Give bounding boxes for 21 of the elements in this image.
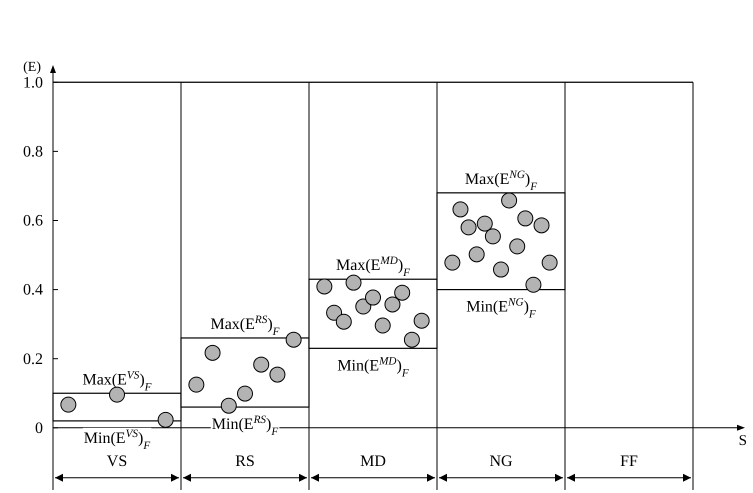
x-tick-label: NG (489, 453, 513, 470)
y-axis-title: (E) (23, 60, 42, 75)
annotation: Max(E$^{MD}$)$_{F}$ (336, 255, 410, 280)
x-tick-label: VS (106, 453, 128, 470)
x-tick-label: RS (235, 453, 255, 470)
annotation: Min(E$^{MD}$)$_{F}$ (337, 355, 409, 380)
y-tick-label: 0.6 (23, 212, 43, 230)
y-tick-label: 0.8 (23, 144, 43, 160)
annotation: Max(E$^{NG}$)$_{F}$ (464, 168, 538, 193)
annotation: Max(E$^{RS}$)$_{F}$ (210, 314, 280, 338)
y-tick-label: 0.2 (23, 350, 43, 368)
y-tick-label: 0 (35, 420, 43, 437)
y-tick-label: 0.4 (23, 282, 43, 299)
annotation: Min(E$^{VS}$)$_{F}$ (84, 428, 150, 452)
x-axis-title: S (738, 432, 747, 449)
x-tick-label: MD (360, 453, 386, 470)
x-tick-label: FF (620, 453, 638, 470)
annotation: Min(E$^{RS}$)$_{F}$ (212, 414, 278, 438)
y-tick-label: 1.0 (23, 74, 43, 92)
annotation: Min(E$^{NG}$)$_{F}$ (466, 296, 536, 321)
annotation: Max(E$^{VS}$)$_{F}$ (82, 369, 152, 394)
